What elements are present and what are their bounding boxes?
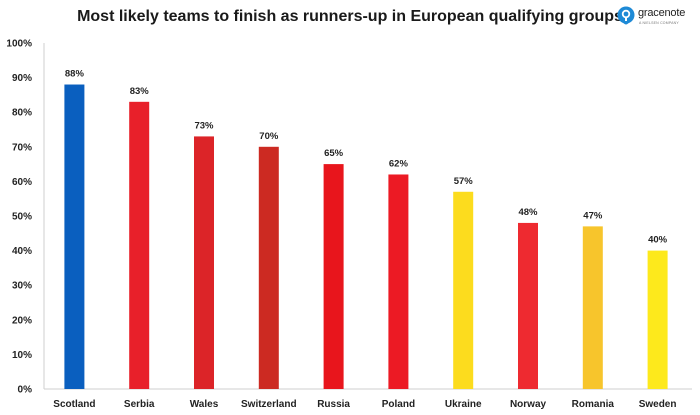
data-label: 83%	[130, 86, 150, 97]
bar-wales	[194, 136, 214, 389]
bar-ukraine	[453, 191, 474, 389]
data-label: 62%	[389, 158, 409, 169]
category-label: Norway	[510, 399, 547, 410]
data-label: 65%	[324, 148, 344, 159]
y-tick-label: 20%	[12, 315, 32, 326]
y-tick-label: 10%	[12, 350, 32, 361]
category-label: Scotland	[53, 399, 95, 410]
y-tick-label: 0%	[18, 385, 33, 396]
brand-name: gracenote	[638, 7, 686, 19]
category-label: Sweden	[639, 399, 677, 410]
data-label: 70%	[259, 131, 279, 142]
data-label: 57%	[454, 176, 474, 187]
y-tick-label: 100%	[6, 39, 32, 50]
brand-subtitle: A NIELSEN COMPANY	[639, 21, 679, 25]
data-label: 73%	[194, 120, 214, 131]
bar-sweden	[647, 250, 668, 389]
category-label: Serbia	[124, 399, 155, 410]
gracenote-logo: gracenote A NIELSEN COMPANY	[617, 5, 699, 33]
y-tick-label: 30%	[12, 281, 32, 292]
chart-title: Most likely teams to finish as runners-u…	[77, 8, 623, 25]
bar-norway	[518, 222, 538, 389]
category-label: Ukraine	[445, 399, 482, 410]
y-tick-label: 50%	[12, 212, 32, 223]
bar-romania	[582, 226, 603, 389]
data-label: 47%	[583, 210, 603, 221]
category-label: Wales	[190, 399, 219, 410]
bar-poland	[388, 174, 409, 389]
gracenote-logo-icon	[617, 6, 635, 25]
bar-scotland	[64, 84, 85, 390]
data-label: 88%	[65, 69, 85, 80]
category-label: Switzerland	[241, 399, 297, 410]
y-tick-label: 60%	[12, 177, 32, 188]
bar-russia	[323, 164, 344, 389]
data-label: 40%	[648, 235, 668, 246]
bar-switzerland	[258, 146, 279, 389]
y-tick-label: 70%	[12, 142, 32, 153]
category-label: Poland	[382, 399, 415, 410]
y-tick-label: 80%	[12, 108, 32, 119]
y-tick-label: 90%	[12, 73, 32, 84]
data-label: 48%	[518, 207, 538, 218]
bar-serbia	[129, 101, 150, 389]
category-label: Russia	[317, 399, 350, 410]
category-label: Romania	[572, 399, 615, 410]
y-tick-label: 40%	[12, 246, 32, 257]
